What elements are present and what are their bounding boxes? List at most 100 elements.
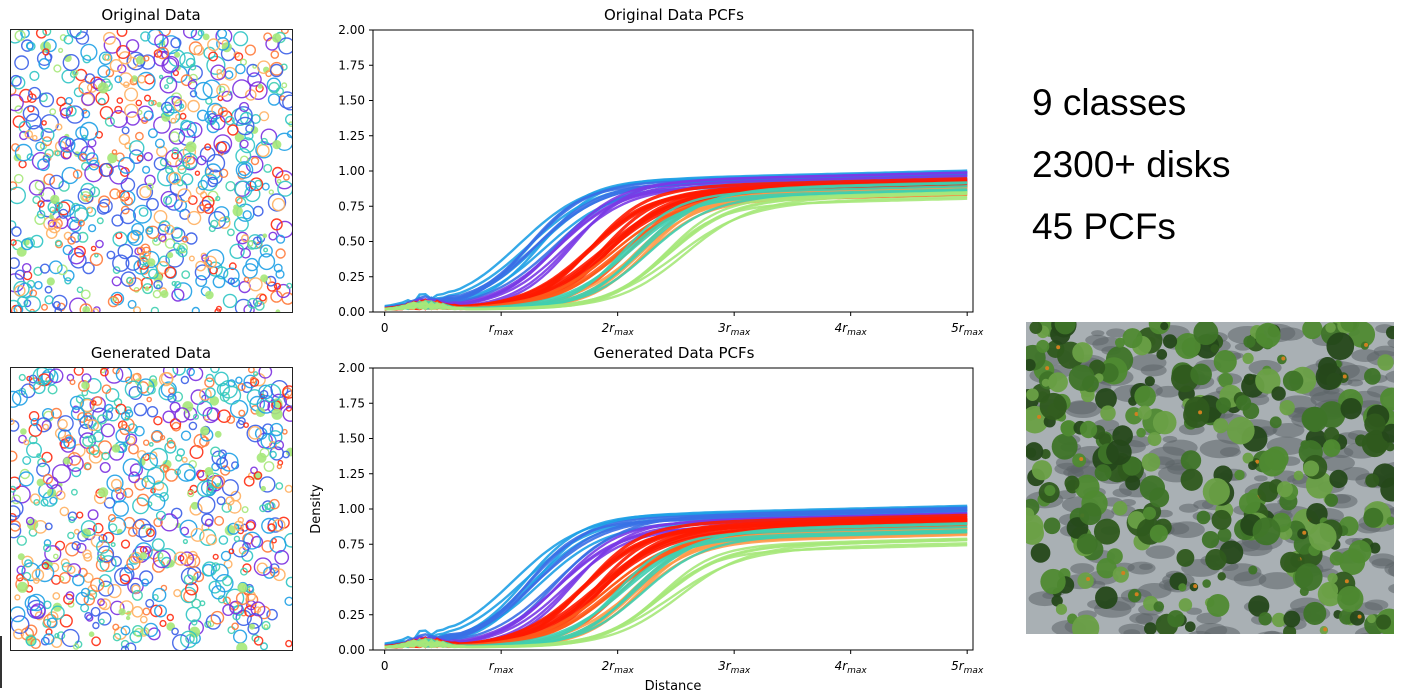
disk-point [272,518,286,532]
disk-point [20,428,27,435]
disk-point [195,274,208,287]
disk-point [11,75,26,90]
pcf-series-line [384,522,968,648]
disk-point [145,598,155,608]
disk-point [196,469,208,481]
disk-point [116,30,128,37]
disk-point [18,130,29,141]
disk-point [50,605,65,620]
disk-point [123,487,134,499]
disk-point [282,385,292,399]
disk-point [69,70,77,78]
disk-point [248,426,262,440]
disk-point [243,374,258,389]
disk-point [124,103,139,119]
disk-point [82,306,91,312]
disk-point [142,607,151,616]
disk-point [233,520,244,531]
disk-point [25,113,42,130]
disk-point [118,608,126,616]
disk-point [11,390,22,408]
y-tick-label: 0.75 [338,199,365,213]
disk-point [127,299,137,309]
disk-point [223,267,240,285]
disk-point [117,156,135,174]
disk-point [180,586,197,604]
disk-point [238,280,251,294]
disk-point [144,286,150,292]
disk-point [63,34,74,45]
disk-point [37,457,47,468]
disk-point [172,391,184,402]
y-axis-label: Density [309,484,324,534]
disk-point [11,226,22,237]
disk-point [104,116,116,127]
disk-point [153,517,163,528]
disk-point [210,114,226,131]
disk-point [92,306,101,312]
disk-point [79,303,93,312]
disk-point [210,64,227,81]
disk-point [208,210,227,229]
disk-point [204,387,216,399]
disk-point [272,166,284,179]
disk-point [268,189,274,195]
disk-point [109,109,128,128]
disk-point [218,85,226,93]
disk-point [153,156,168,171]
disk-point [42,423,50,431]
disk-point [223,66,238,81]
disk-point [250,601,266,617]
disk-point [111,444,121,453]
disk-point [225,180,236,192]
disk-point [256,143,270,158]
disk-point [207,620,215,628]
disk-point [40,636,50,646]
disk-point [120,177,136,193]
disk-point [183,469,196,482]
y-tick-label: 1.00 [338,502,365,516]
disk-point [72,573,85,587]
disk-point [234,52,244,61]
disk-point [248,277,263,292]
disk-point [109,188,121,200]
disk-point [267,93,281,106]
disk-point [266,281,278,292]
disk-point [139,615,148,624]
y-tick-label: 0.00 [338,305,365,319]
disk-point [185,633,195,644]
disk-point [166,439,176,449]
disk-point [112,623,120,631]
disk-point [222,385,242,405]
disk-point [160,371,174,385]
disk-point [243,475,255,487]
disk-point [254,606,262,613]
disk-point [214,308,221,312]
disk-point [260,485,267,492]
disk-point [40,127,55,142]
disk-point [150,306,160,312]
disk-point [214,515,225,526]
disk-point [97,545,115,563]
disk-point [87,224,97,233]
disk-point [177,242,189,254]
disk-point [222,293,238,309]
disk-point [31,134,38,141]
disk-point [57,419,68,430]
disk-point [169,401,181,413]
disk-point [71,540,81,551]
disk-point [91,636,102,647]
disk-point [215,195,221,202]
facts-block: 9 classes 2300+ disks 45 PCFs [1032,72,1231,258]
disk-point [54,633,60,639]
disk-point [234,106,253,125]
disk-point [253,371,259,377]
disk-point [196,109,209,122]
disk-point [247,72,262,87]
disk-point [282,406,292,422]
disk-point [65,591,75,600]
original-pcf-chart: 0.00 0.25 0.50 0.75 1.00 1.25 1.50 1.75 2.00 0 rma… [338,23,984,338]
disk-point [82,435,94,447]
disk-point [91,308,100,312]
disk-point [135,99,143,107]
